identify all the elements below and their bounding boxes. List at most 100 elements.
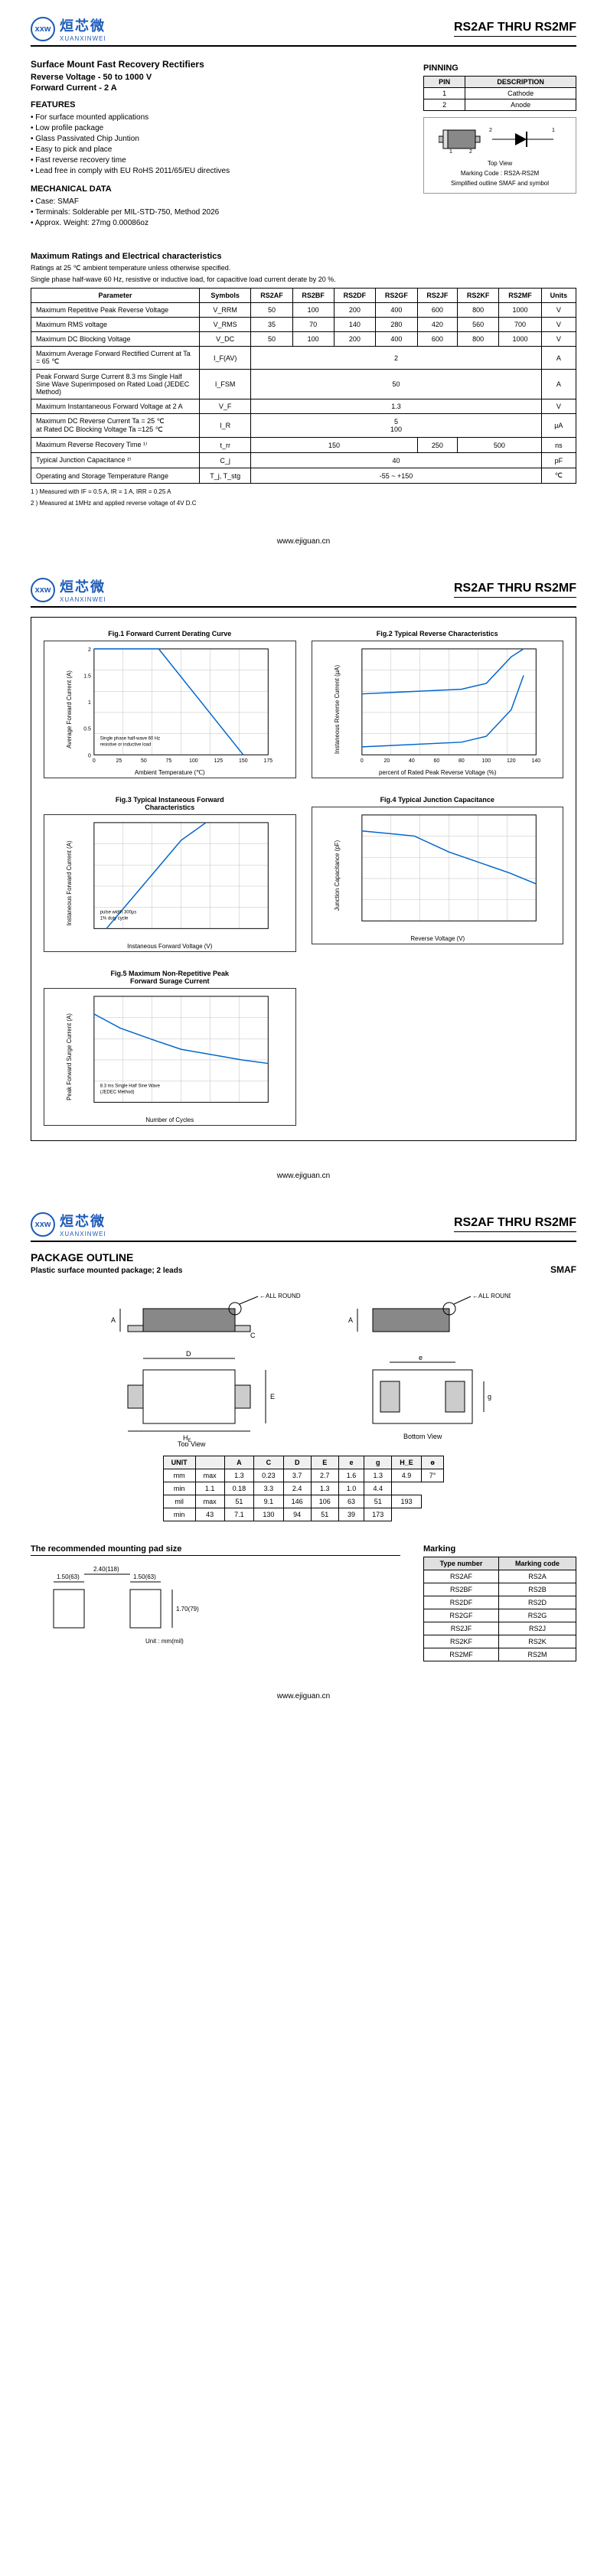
marking-label: Marking Code : RS2A-RS2M [430, 170, 569, 177]
fig5: Fig.5 Maximum Non-Repetitive Peak Forwar… [44, 970, 296, 1128]
svg-text:0: 0 [93, 758, 96, 764]
part-number: RS2AF THRU RS2MF [454, 21, 576, 37]
logo-2: xxw 烜芯微 XUANXINWEI [31, 576, 106, 603]
pad-drawing: 1.50(63) 2.40(118) 1.50(63) 1.70(79) Uni… [31, 1559, 214, 1651]
part-number-2: RS2AF THRU RS2MF [454, 582, 576, 598]
svg-text:Bottom View: Bottom View [403, 1433, 442, 1440]
pin-table: PINDESCRIPTION 1Cathode 2Anode [423, 76, 576, 111]
fig1-chart: Ambient Temperature (℃) Average Forward C… [44, 641, 296, 778]
svg-text:60: 60 [433, 758, 439, 764]
reverse-voltage: Reverse Voltage - 50 to 1000 V [31, 73, 408, 82]
fig3: Fig.3 Typical Instaneous Forward Charact… [44, 796, 296, 954]
svg-text:80: 80 [458, 758, 464, 764]
svg-text:50: 50 [141, 758, 147, 764]
feature-item: Easy to pick and place [31, 145, 408, 155]
svg-text:2: 2 [88, 647, 91, 653]
logo-cn: 烜芯微 [60, 15, 106, 35]
svg-text:140: 140 [531, 758, 540, 764]
fig3-chart: Instaneous Forward Voltage (V) Instaneous… [44, 814, 296, 952]
mech-item: Approx. Weight: 27mg 0.00086oz [31, 218, 408, 229]
svg-text:1.50(63): 1.50(63) [57, 1573, 80, 1580]
pkg-side-top-view: ←ALL ROUND A C D HE E Top View [97, 1293, 312, 1446]
svg-text:1: 1 [552, 128, 555, 133]
svg-text:E: E [270, 1393, 275, 1400]
forward-current: Forward Current - 2 A [31, 83, 408, 93]
svg-text:Number of Cycles: Number of Cycles [145, 1117, 194, 1123]
svg-text:Top View: Top View [178, 1440, 206, 1446]
svg-text:Instaneous Forward Voltage (V): Instaneous Forward Voltage (V) [127, 943, 213, 950]
fig4: Fig.4 Typical Junction Capacitance Rever… [312, 796, 564, 954]
svg-text:1.50(63): 1.50(63) [133, 1573, 156, 1580]
svg-text:20: 20 [383, 758, 390, 764]
logo-icon: xxw [31, 1212, 55, 1237]
main-title: Surface Mount Fast Recovery Rectifiers [31, 59, 408, 70]
fig5-chart: Number of Cycles Peak Forward Surge Curre… [44, 988, 296, 1126]
footer-url: www.ejiguan.cn [31, 537, 576, 546]
svg-text:0: 0 [360, 758, 363, 764]
topview-label: Top View [430, 160, 569, 167]
pinning-heading: PINNING [423, 64, 576, 73]
pkg-label: SMAF [550, 1264, 576, 1275]
svg-text:100: 100 [481, 758, 491, 764]
pad-title: The recommended mounting pad size [31, 1544, 400, 1556]
header-2: xxw 烜芯微 XUANXINWEI RS2AF THRU RS2MF [31, 576, 576, 608]
svg-text:25: 25 [116, 758, 122, 764]
svg-text:Average Forward Current (A): Average Forward Current (A) [66, 670, 73, 748]
feature-item: Lead free in comply with EU RoHS 2011/65… [31, 166, 408, 177]
pkg-subtitle: Plastic surface mounted package; 2 leads [31, 1267, 182, 1275]
fig2: Fig.2 Typical Reverse Characteristics pe… [312, 630, 564, 781]
svg-text:Ambient Temperature (℃): Ambient Temperature (℃) [135, 769, 205, 776]
feature-item: For surface mounted applications [31, 112, 408, 123]
charts-container: Fig.1 Forward Current Derating Curve Amb… [31, 617, 576, 1141]
page-1: xxw 烜芯微 XUANXINWEI RS2AF THRU RS2MF Surf… [0, 0, 607, 561]
diode-figure: 12 21 Top View Marking Code : RS2A-RS2M … [423, 117, 576, 194]
marking-table: Type numberMarking codeRS2AFRS2ARS2BFRS2… [423, 1557, 576, 1661]
features-list: For surface mounted applicationsLow prof… [31, 112, 408, 177]
svg-text:1: 1 [88, 700, 91, 706]
feature-item: Glass Passivated Chip Juntion [31, 134, 408, 145]
svg-text:←ALL ROUND: ←ALL ROUND [472, 1293, 511, 1299]
page-2: xxw 烜芯微 XUANXINWEI RS2AF THRU RS2MF Fig.… [0, 561, 607, 1195]
ratings-table: ParameterSymbolsRS2AFRS2BFRS2DFRS2GFRS2J… [31, 288, 576, 484]
footer-url-3: www.ejiguan.cn [31, 1692, 576, 1700]
svg-text:8.3 ms Single Half Sine Wave(J: 8.3 ms Single Half Sine Wave(JEDEC Metho… [100, 1084, 161, 1095]
part-number-3: RS2AF THRU RS2MF [454, 1216, 576, 1232]
svg-text:e: e [419, 1354, 423, 1361]
fig2-chart: percent of Rated Peak Reverse Voltage (%… [312, 641, 564, 778]
svg-text:D: D [186, 1350, 191, 1358]
features-heading: FEATURES [31, 100, 408, 109]
pkg-title: PACKAGE OUTLINE [31, 1251, 576, 1264]
mounting-pad: The recommended mounting pad size 1.50(6… [31, 1537, 400, 1661]
svg-text:40: 40 [409, 758, 415, 764]
svg-text:g: g [488, 1393, 491, 1400]
svg-text:Peak Forward Surge Current (A): Peak Forward Surge Current (A) [66, 1013, 73, 1101]
svg-text:pulse width 300µs1% duty cycle: pulse width 300µs1% duty cycle [100, 911, 137, 921]
page-3: xxw 烜芯微 XUANXINWEI RS2AF THRU RS2MF PACK… [0, 1195, 607, 1716]
svg-text:percent of Rated Peak Reverse: percent of Rated Peak Reverse Voltage (%… [379, 769, 497, 776]
ratings-note-2: Single phase half-wave 60 Hz, resistive … [31, 276, 576, 283]
ratings-heading: Maximum Ratings and Electrical character… [31, 252, 576, 261]
feature-item: Fast reverse recovery time [31, 155, 408, 166]
fig1: Fig.1 Forward Current Derating Curve Amb… [44, 630, 296, 781]
svg-text:Instaneous Reverse Current (µA: Instaneous Reverse Current (µA) [334, 665, 341, 755]
pkg-bottom-view: ←ALL ROUND A e g Bottom View [342, 1293, 511, 1446]
svg-text:Instaneous Forward Current (A): Instaneous Forward Current (A) [66, 840, 73, 926]
dimension-table: UNITACDEegH_Eɵmmmax1.30.233.72.71.61.34.… [163, 1456, 445, 1521]
svg-text:2: 2 [489, 128, 492, 133]
svg-text:1.70(79): 1.70(79) [176, 1606, 199, 1612]
logo: xxw 烜芯微 XUANXINWEI [31, 15, 106, 42]
simplified-label: Simplified outline SMAF and symbol [430, 180, 569, 187]
feature-item: Low profile package [31, 123, 408, 134]
svg-text:C: C [250, 1332, 256, 1339]
mech-heading: MECHANICAL DATA [31, 184, 408, 194]
svg-text:175: 175 [264, 758, 273, 764]
svg-text:Single phase half-wave 60 Hzre: Single phase half-wave 60 Hzresistive or… [100, 737, 160, 748]
logo-icon: xxw [31, 17, 55, 41]
svg-text:2.40(118): 2.40(118) [93, 1566, 119, 1573]
footer-url-2: www.ejiguan.cn [31, 1172, 576, 1180]
svg-text:←ALL ROUND: ←ALL ROUND [259, 1293, 301, 1299]
header-3: xxw 烜芯微 XUANXINWEI RS2AF THRU RS2MF [31, 1211, 576, 1242]
header: xxw 烜芯微 XUANXINWEI RS2AF THRU RS2MF [31, 15, 576, 47]
footnote-1: 1 ) Measured with IF = 0.5 A, IR = 1 A, … [31, 488, 576, 495]
svg-text:Junction Capacitance (pF): Junction Capacitance (pF) [334, 840, 341, 911]
